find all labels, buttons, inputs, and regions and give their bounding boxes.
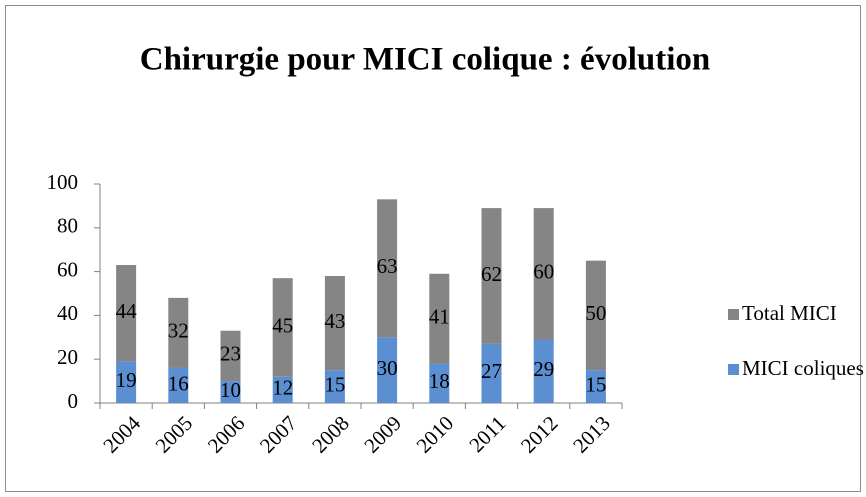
bar-segment xyxy=(220,330,241,382)
data-label: 19 xyxy=(116,368,137,392)
bar-segment xyxy=(481,343,502,403)
chart-title: Chirurgie pour MICI colique : évolution xyxy=(140,42,711,78)
bar-segment xyxy=(116,361,137,403)
y-tick-label: 0 xyxy=(68,389,79,413)
data-label: 15 xyxy=(585,372,606,396)
bar-segment xyxy=(324,370,345,403)
data-label: 23 xyxy=(220,342,241,366)
data-label: 50 xyxy=(585,301,606,325)
bar-segment xyxy=(481,208,502,344)
data-label: 60 xyxy=(533,260,554,284)
bar-segment xyxy=(272,376,293,403)
data-label: 44 xyxy=(116,299,138,323)
data-label: 27 xyxy=(481,359,502,383)
data-label: 41 xyxy=(429,304,450,328)
data-label: 43 xyxy=(324,309,345,333)
bar-segment xyxy=(533,339,554,403)
legend-marker xyxy=(728,309,739,320)
bar-segment xyxy=(533,208,554,340)
y-tick-label: 20 xyxy=(57,345,78,369)
legend-label: MICI coliques xyxy=(742,356,864,380)
legend-marker xyxy=(728,364,739,375)
bar-segment xyxy=(377,199,398,338)
bar-segment xyxy=(377,337,398,403)
data-label: 62 xyxy=(481,262,502,286)
bar-segment xyxy=(168,367,189,403)
bar-segment xyxy=(272,278,293,377)
data-label: 10 xyxy=(220,378,241,402)
bar-segment xyxy=(585,370,606,403)
y-tick-label: 40 xyxy=(57,301,78,325)
data-label: 18 xyxy=(429,369,450,393)
data-label: 12 xyxy=(272,376,293,400)
y-tick-label: 60 xyxy=(57,257,78,281)
bar-segment xyxy=(324,275,345,371)
chart-border xyxy=(5,5,861,492)
data-label: 29 xyxy=(533,357,554,381)
data-label: 16 xyxy=(168,371,189,395)
legend-label: Total MICI xyxy=(742,301,837,325)
bar-segment xyxy=(168,297,189,368)
bar-segment xyxy=(429,363,450,403)
y-tick-label: 100 xyxy=(47,170,79,194)
bar-segment xyxy=(429,273,450,364)
y-tick-label: 80 xyxy=(57,214,78,238)
data-label: 15 xyxy=(324,372,345,396)
data-label: 30 xyxy=(377,356,398,380)
data-label: 63 xyxy=(377,254,398,278)
bar-segment xyxy=(220,381,241,403)
data-label: 32 xyxy=(168,319,189,343)
bar-segment xyxy=(116,265,137,362)
data-label: 45 xyxy=(272,313,293,337)
bar-segment xyxy=(585,260,606,371)
